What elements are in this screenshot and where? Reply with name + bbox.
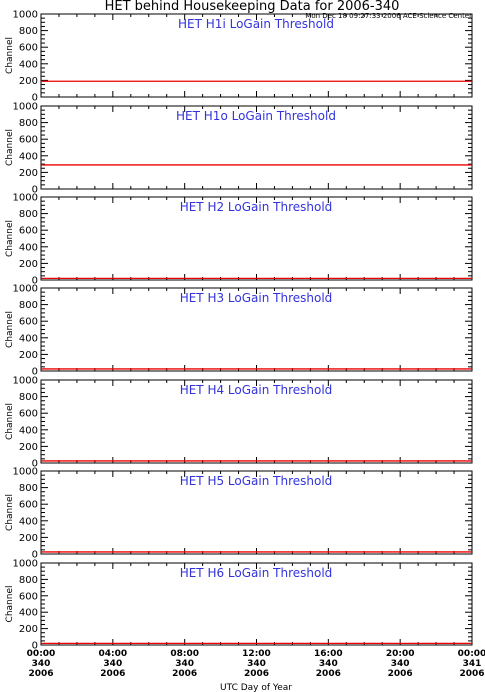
- x-tick-label-time: 08:00: [170, 649, 199, 659]
- y-axis-label: Channel: [5, 494, 15, 531]
- y-tick-label: 200: [19, 442, 38, 453]
- panel-label: HET H1i LoGain Threshold: [178, 17, 334, 31]
- y-tick-label: 800: [19, 392, 38, 403]
- panel-4: 0 200 400 600 800 1000 HET H3 LoGain Threshold…: [5, 284, 473, 378]
- y-tick-label: 800: [19, 575, 38, 586]
- y-tick-label: 0: [32, 550, 38, 561]
- panel-label: HET H2 LoGain Threshold: [180, 200, 333, 214]
- y-tick-label: 400: [19, 151, 38, 162]
- x-tick-label-day: 340: [319, 659, 338, 669]
- panel-stack: 0 200 400 600 800 1000 HET H1i LoGain Threshol…: [5, 10, 473, 652]
- y-tick-label: 1000: [13, 467, 38, 478]
- y-tick-label: 600: [19, 43, 38, 54]
- y-tick-label: 0: [32, 641, 38, 652]
- x-tick-label-time: 20:00: [386, 649, 415, 659]
- y-axis-label: Channel: [5, 220, 15, 257]
- generation-timestamp: Mon Dec 18 09:27:33 2006 ACE Science Cen…: [305, 12, 472, 20]
- y-tick-label: 400: [19, 333, 38, 344]
- y-tick-label: 0: [32, 93, 38, 104]
- x-tick-label-year: 2006: [244, 669, 269, 679]
- x-tick-label-day: 340: [175, 659, 194, 669]
- y-tick-label: 600: [19, 226, 38, 237]
- panel-6: 0 200 400 600 800 1000 HET H5 LoGain Threshold…: [5, 467, 473, 561]
- panel-label: HET H3 LoGain Threshold: [180, 291, 333, 305]
- panel-5: 0 200 400 600 800 1000 HET H4 LoGain Threshold…: [5, 376, 473, 470]
- x-tick-label-time: 00:00: [27, 649, 56, 659]
- panel-label: HET H6 LoGain Threshold: [180, 566, 333, 580]
- y-tick-label: 1000: [13, 10, 38, 21]
- y-tick-label: 400: [19, 59, 38, 70]
- x-tick-label-time: 04:00: [99, 649, 128, 659]
- time-axis: 00:00340200604:00340200608:00340200612:0…: [27, 649, 485, 679]
- y-tick-label: 0: [32, 276, 38, 287]
- y-axis-label: Channel: [5, 403, 15, 440]
- y-tick-label: 200: [19, 624, 38, 635]
- panel-label: HET H4 LoGain Threshold: [180, 383, 333, 397]
- x-tick-label-year: 2006: [28, 669, 53, 679]
- x-tick-label-time: 12:00: [242, 649, 271, 659]
- x-tick-label-year: 2006: [388, 669, 413, 679]
- panel-label: HET H5 LoGain Threshold: [180, 474, 333, 488]
- y-tick-label: 800: [19, 26, 38, 37]
- y-tick-label: 400: [19, 425, 38, 436]
- y-tick-label: 200: [19, 350, 38, 361]
- y-tick-label: 200: [19, 168, 38, 179]
- y-tick-label: 200: [19, 76, 38, 87]
- x-tick-label-day: 340: [391, 659, 410, 669]
- y-axis-label: Channel: [5, 586, 15, 623]
- y-tick-label: 800: [19, 300, 38, 311]
- y-tick-label: 600: [19, 135, 38, 146]
- panel-3: 0 200 400 600 800 1000 HET H2 LoGain Threshold…: [5, 193, 473, 287]
- y-tick-label: 1000: [13, 102, 38, 113]
- x-axis-label: UTC Day of Year: [220, 683, 292, 692]
- x-tick-label-day: 340: [32, 659, 51, 669]
- y-tick-label: 200: [19, 533, 38, 544]
- y-tick-label: 1000: [13, 559, 38, 570]
- y-axis-label: Channel: [5, 311, 15, 348]
- y-tick-label: 600: [19, 500, 38, 511]
- y-tick-label: 1000: [13, 376, 38, 387]
- x-tick-label-day: 340: [247, 659, 266, 669]
- x-tick-label-day: 340: [103, 659, 122, 669]
- y-tick-label: 400: [19, 516, 38, 527]
- y-tick-label: 200: [19, 259, 38, 270]
- y-axis-label: Channel: [5, 129, 15, 166]
- y-tick-label: 800: [19, 118, 38, 129]
- y-tick-label: 600: [19, 591, 38, 602]
- y-tick-label: 0: [32, 459, 38, 470]
- x-tick-label-year: 2006: [100, 669, 125, 679]
- y-tick-label: 400: [19, 242, 38, 253]
- panel-1: 0 200 400 600 800 1000 HET H1i LoGain Threshol…: [5, 10, 473, 104]
- x-tick-label-day: 341: [463, 659, 482, 669]
- panel-label: HET H1o LoGain Threshold: [176, 109, 336, 123]
- y-tick-label: 1000: [13, 284, 38, 295]
- y-tick-label: 800: [19, 483, 38, 494]
- x-tick-label-year: 2006: [172, 669, 197, 679]
- x-tick-label-time: 16:00: [314, 649, 343, 659]
- y-tick-label: 600: [19, 317, 38, 328]
- y-axis-label: Channel: [5, 37, 15, 74]
- panel-7: 0 200 400 600 800 1000 HET H6 LoGain Threshold…: [5, 559, 473, 652]
- x-tick-label-year: 2006: [316, 669, 341, 679]
- y-tick-label: 800: [19, 209, 38, 220]
- x-tick-label-time: 00:00: [458, 649, 485, 659]
- y-tick-label: 0: [32, 185, 38, 196]
- x-tick-label-year: 2006: [459, 669, 484, 679]
- y-tick-label: 600: [19, 409, 38, 420]
- figure-title: HET behind Housekeeping Data for 2006-34…: [105, 0, 400, 14]
- y-tick-label: 0: [32, 367, 38, 378]
- y-tick-label: 400: [19, 608, 38, 619]
- panel-2: 0 200 400 600 800 1000 HET H1o LoGain Threshol…: [5, 102, 473, 196]
- y-tick-label: 1000: [13, 193, 38, 204]
